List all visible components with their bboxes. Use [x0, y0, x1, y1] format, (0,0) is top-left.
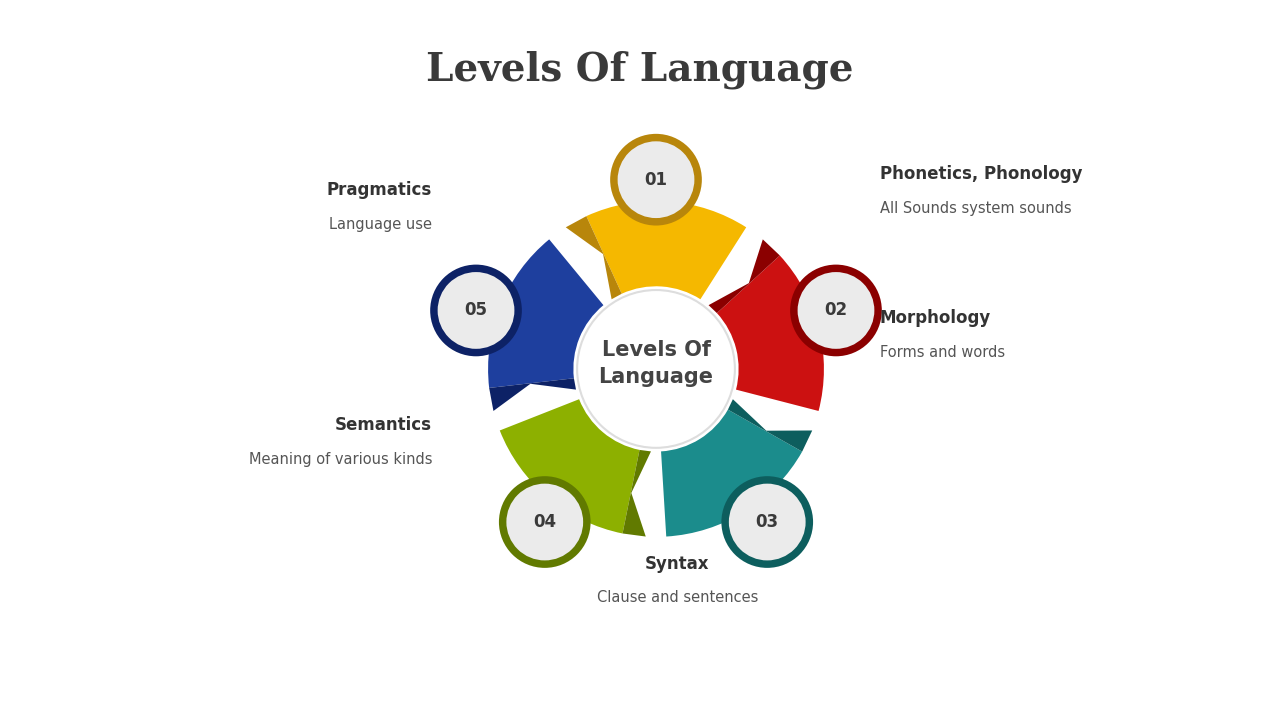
Text: Language use: Language use [329, 217, 433, 232]
Circle shape [438, 272, 515, 348]
Circle shape [797, 272, 874, 348]
Text: Levels Of Language: Levels Of Language [426, 50, 854, 89]
Circle shape [577, 290, 735, 448]
Text: Pragmatics: Pragmatics [326, 181, 433, 199]
Text: Levels Of
Language: Levels Of Language [599, 341, 713, 387]
Text: Phonetics, Phonology: Phonetics, Phonology [879, 166, 1083, 184]
Polygon shape [709, 239, 780, 313]
Circle shape [728, 484, 805, 560]
Text: Syntax: Syntax [645, 554, 709, 572]
Polygon shape [489, 378, 576, 411]
Polygon shape [622, 450, 652, 536]
Text: 04: 04 [534, 513, 557, 531]
Wedge shape [717, 256, 824, 411]
Circle shape [611, 134, 701, 225]
Circle shape [507, 484, 584, 560]
Text: 02: 02 [824, 302, 847, 320]
Text: Clause and sentences: Clause and sentences [596, 590, 758, 605]
Text: All Sounds system sounds: All Sounds system sounds [879, 201, 1071, 216]
Wedge shape [488, 239, 603, 388]
Wedge shape [499, 399, 640, 534]
Text: Meaning of various kinds: Meaning of various kinds [248, 451, 433, 467]
Circle shape [790, 265, 882, 356]
Circle shape [722, 476, 813, 568]
Wedge shape [586, 201, 746, 300]
Circle shape [430, 265, 522, 356]
Polygon shape [728, 399, 813, 451]
Circle shape [618, 141, 694, 218]
Circle shape [499, 476, 590, 568]
Text: 05: 05 [465, 302, 488, 320]
Text: Semantics: Semantics [335, 416, 433, 434]
Text: Forms and words: Forms and words [879, 345, 1005, 360]
Text: 03: 03 [755, 513, 778, 531]
Wedge shape [660, 410, 803, 536]
Text: Morphology: Morphology [879, 310, 991, 328]
Polygon shape [566, 216, 622, 300]
Text: 01: 01 [645, 171, 667, 189]
